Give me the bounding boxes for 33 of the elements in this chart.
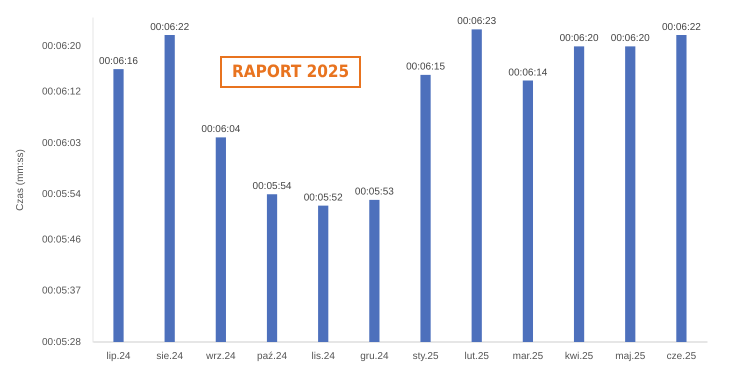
data-label: 00:06:22 [662,22,702,33]
x-tick-label: lut.25 [464,350,490,362]
data-label: 00:06:20 [610,33,650,44]
data-label: 00:06:20 [560,33,599,44]
data-label: 00:06:15 [406,62,446,73]
y-axis-title: Czas (mm:ss) [14,149,26,211]
x-tick-label: lip.24 [106,350,131,362]
x-tick-label: wrz.24 [205,350,236,362]
y-tick-label: 00:06:12 [42,86,82,98]
y-tick-label: 00:05:54 [42,188,82,200]
x-tick-label: lis.24 [312,350,336,362]
data-label: 00:05:52 [304,192,344,204]
data-label: 00:06:14 [508,67,548,78]
x-tick-label: cze.25 [666,350,697,362]
y-tick-label: 00:06:03 [42,138,82,149]
data-label: 00:05:54 [252,180,292,192]
x-tick-label: sty.25 [412,350,439,362]
y-tick-label: 00:06:20 [42,41,82,52]
data-label: 00:06:04 [201,124,241,136]
annotation: RAPORT 2025 [220,56,362,88]
x-tick-label: mar.25 [512,350,544,362]
y-tick-label: 00:05:28 [42,336,82,348]
data-label: 00:06:22 [150,22,190,33]
x-tick-label: paź.24 [257,350,288,362]
x-tick-label: gru.24 [360,350,389,362]
data-label: 00:06:16 [99,56,138,67]
x-tick-label: sie.24 [156,350,184,362]
data-label: 00:05:53 [354,186,394,198]
y-tick-label: 00:05:46 [42,234,82,246]
data-label: 00:06:23 [457,16,497,28]
x-tick-label: maj.25 [615,350,646,362]
y-tick-label: 00:05:37 [42,286,82,297]
x-tick-label: kwi.25 [564,350,594,362]
